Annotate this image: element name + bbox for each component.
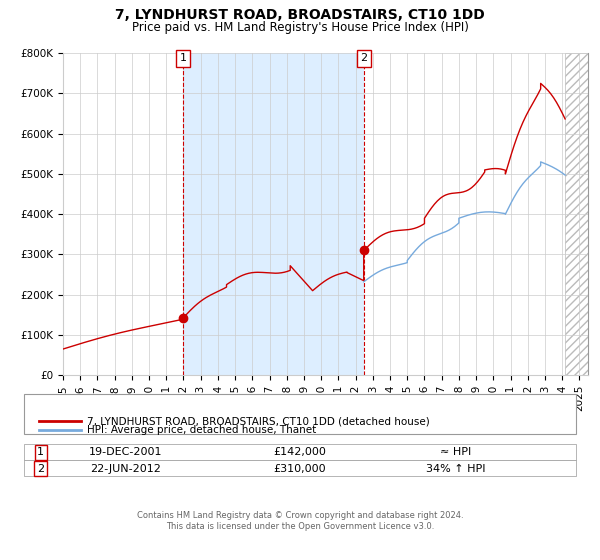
Text: 7, LYNDHURST ROAD, BROADSTAIRS, CT10 1DD (detached house): 7, LYNDHURST ROAD, BROADSTAIRS, CT10 1DD… xyxy=(87,416,430,426)
Bar xyxy=(183,53,364,375)
Text: 2: 2 xyxy=(37,464,44,474)
Text: 2: 2 xyxy=(360,53,367,63)
Text: Price paid vs. HM Land Registry's House Price Index (HPI): Price paid vs. HM Land Registry's House … xyxy=(131,21,469,34)
Text: 34% ↑ HPI: 34% ↑ HPI xyxy=(426,464,486,474)
Text: 1: 1 xyxy=(37,447,44,458)
Text: 7, LYNDHURST ROAD, BROADSTAIRS, CT10 1DD: 7, LYNDHURST ROAD, BROADSTAIRS, CT10 1DD xyxy=(115,8,485,22)
Text: £310,000: £310,000 xyxy=(274,464,326,474)
Text: 1: 1 xyxy=(179,53,187,63)
Bar xyxy=(565,53,588,375)
Text: This data is licensed under the Open Government Licence v3.0.: This data is licensed under the Open Gov… xyxy=(166,522,434,531)
Text: Contains HM Land Registry data © Crown copyright and database right 2024.: Contains HM Land Registry data © Crown c… xyxy=(137,511,463,520)
Text: HPI: Average price, detached house, Thanet: HPI: Average price, detached house, Than… xyxy=(87,424,316,435)
Text: 22-JUN-2012: 22-JUN-2012 xyxy=(91,464,161,474)
Text: 19-DEC-2001: 19-DEC-2001 xyxy=(89,447,163,458)
Text: ≈ HPI: ≈ HPI xyxy=(440,447,472,458)
Text: £142,000: £142,000 xyxy=(274,447,326,458)
